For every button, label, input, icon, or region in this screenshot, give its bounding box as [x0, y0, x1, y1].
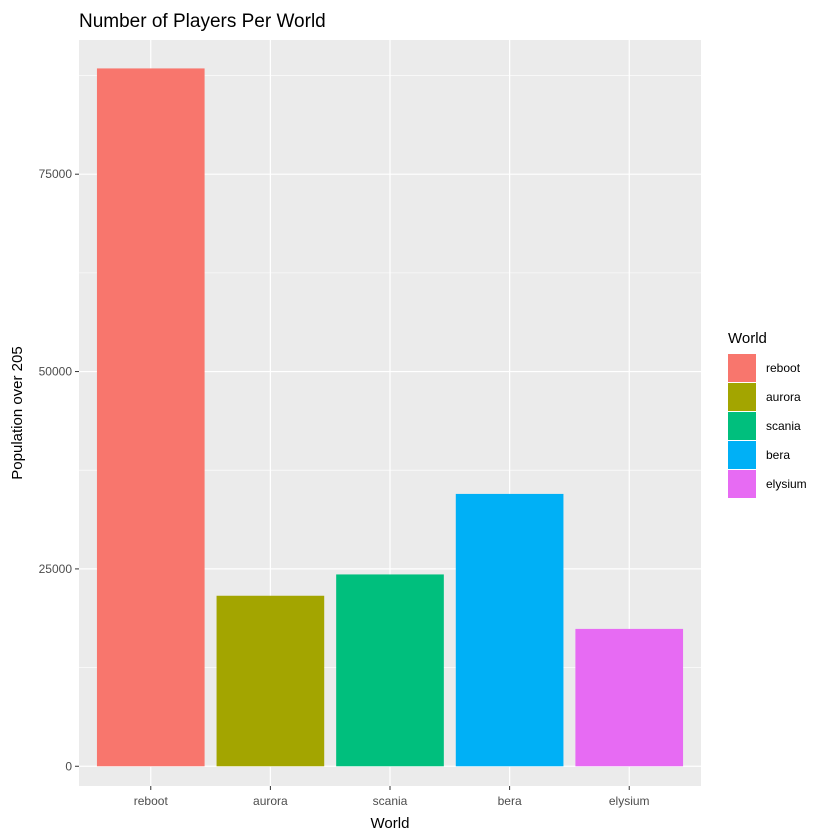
legend-title: World: [728, 330, 767, 347]
x-tick-label: elysium: [609, 794, 650, 808]
legend-swatch-elysium: [728, 470, 756, 498]
y-tick-label: 25000: [39, 562, 73, 576]
y-tick-label: 50000: [39, 365, 73, 379]
x-tick-label: aurora: [253, 794, 288, 808]
y-tick-label: 0: [65, 759, 72, 773]
x-axis-ticks: reboot aurora scania bera elysium: [134, 786, 650, 808]
x-axis-title: World: [371, 815, 410, 832]
bar-aurora: [216, 595, 325, 767]
legend-label-elysium: elysium: [766, 477, 807, 491]
x-tick-label: scania: [373, 794, 408, 808]
bar-bera: [455, 493, 564, 767]
legend-swatch-scania: [728, 412, 756, 440]
bar-reboot: [96, 68, 205, 767]
x-tick-label: bera: [498, 794, 522, 808]
legend-label-reboot: reboot: [766, 361, 801, 375]
y-axis-ticks: 0 25000 50000 75000: [39, 167, 79, 773]
bar-scania: [336, 574, 444, 767]
x-tick-label: reboot: [134, 794, 169, 808]
legend: World reboot aurora scania bera elysium: [728, 330, 807, 498]
legend-label-bera: bera: [766, 448, 790, 462]
legend-swatch-reboot: [728, 354, 756, 382]
legend-swatch-bera: [728, 441, 756, 469]
y-tick-label: 75000: [39, 167, 73, 181]
bars: [96, 68, 684, 767]
legend-label-scania: scania: [766, 419, 801, 433]
chart-title: Number of Players Per World: [79, 11, 326, 32]
y-axis-title: Population over 205: [9, 346, 26, 479]
bar-elysium: [575, 628, 684, 767]
legend-label-aurora: aurora: [766, 390, 801, 404]
legend-swatch-aurora: [728, 383, 756, 411]
